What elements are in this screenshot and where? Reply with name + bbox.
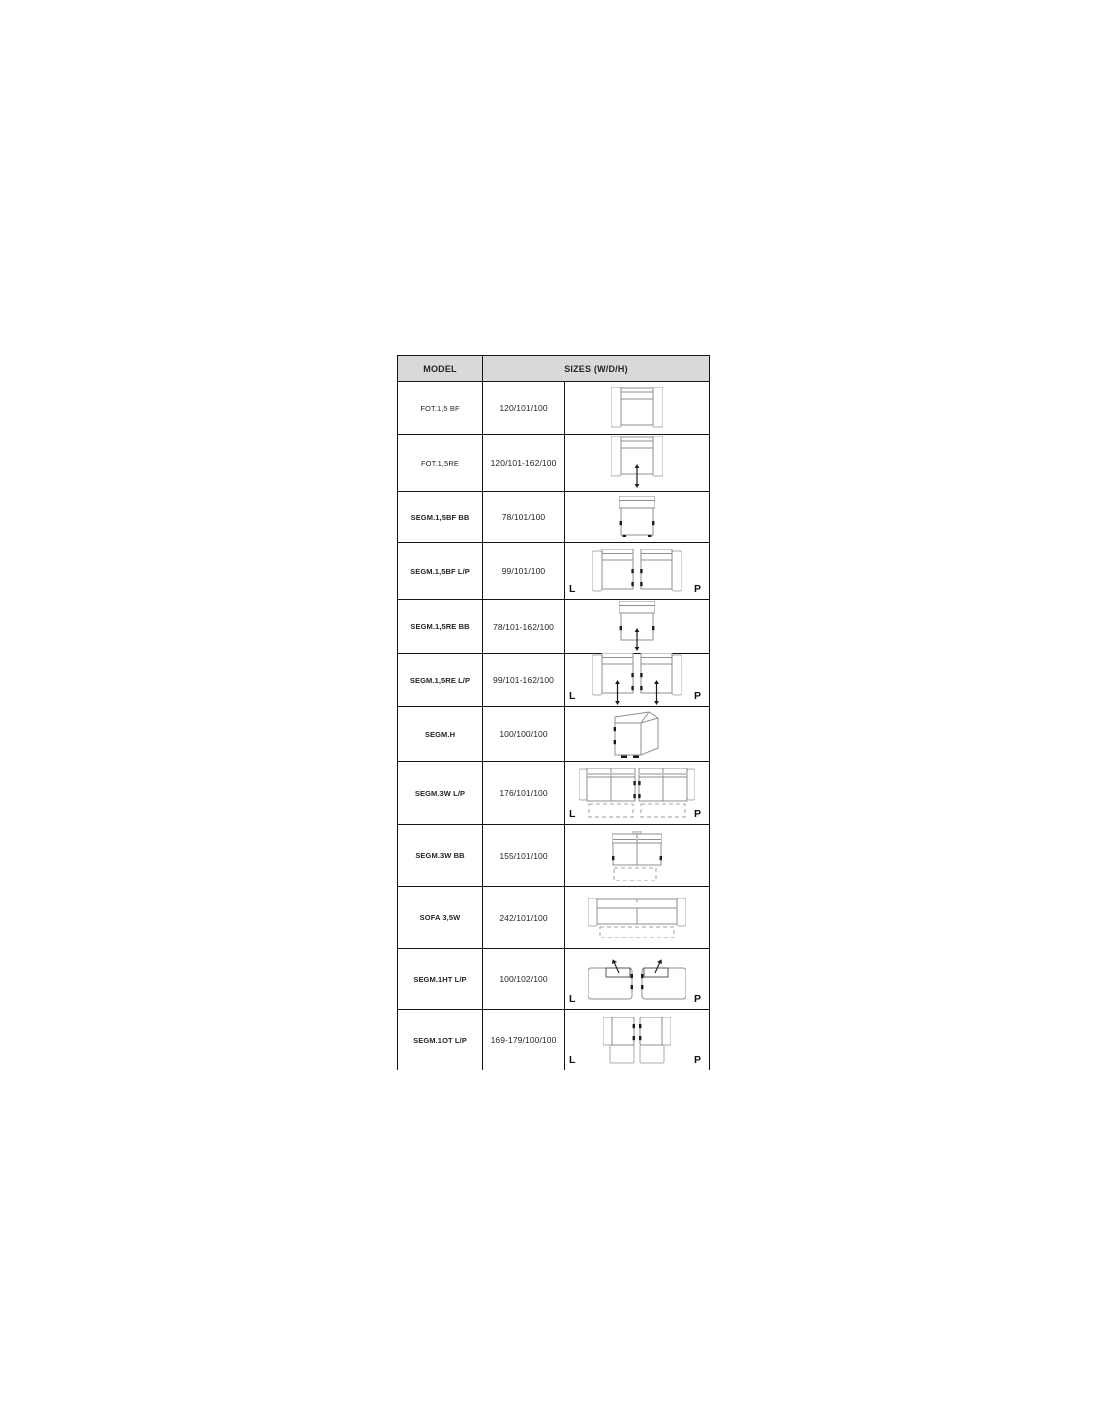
table-row: SEGM.1,5BF L/P 99/101/100 L P — [398, 543, 709, 600]
table-row: SEGM.1,5RE BB 78/101-162/100 — [398, 600, 709, 654]
model-cell: SEGM.1,5BF BB — [398, 492, 483, 542]
right-module-label: P — [693, 689, 701, 702]
right-module-label: P — [693, 1053, 701, 1066]
model-cell: SEGM.1,5RE L/P — [398, 654, 483, 706]
table-row: SEGM.3W L/P 176/101/100 L P — [398, 762, 709, 825]
sofa-sleeper-top-view-icon — [588, 897, 686, 938]
size-cell: 120/101-162/100 — [483, 435, 565, 491]
model-cell: SEGM.1,5BF L/P — [398, 543, 483, 599]
left-module-label: L — [569, 992, 576, 1005]
table-body: FOT.1,5 BF 120/101/100 FOT.1,5RE 120/101-16… — [398, 382, 709, 1070]
wide-segment-pair-sleeper-top-view-icon — [579, 768, 695, 818]
table-row: SEGM.1,5BF BB 78/101/100 — [398, 492, 709, 543]
left-module-label: L — [569, 582, 576, 595]
segment-pair-with-arms-top-view-icon — [592, 549, 682, 592]
model-column-header: MODEL — [398, 356, 483, 381]
headrest-segment-pair-top-view-icon — [588, 959, 686, 1000]
diagram-cell — [565, 382, 709, 434]
size-cell: 78/101-162/100 — [483, 600, 565, 653]
size-cell: 100/100/100 — [483, 707, 565, 761]
ottoman-segment-pair-top-view-icon — [603, 1016, 671, 1063]
diagram-cell — [565, 707, 709, 761]
model-cell: SEGM.3W BB — [398, 825, 483, 886]
table-row: FOT.1,5 BF 120/101/100 — [398, 382, 709, 435]
wide-armless-segment-sleeper-top-view-icon — [612, 830, 662, 881]
size-cell: 169-179/100/100 — [483, 1010, 565, 1070]
model-cell: SEGM.1HT L/P — [398, 949, 483, 1009]
size-cell: 155/101/100 — [483, 825, 565, 886]
model-cell: SEGM.3W L/P — [398, 762, 483, 824]
segment-pair-recliner-top-view-icon — [592, 653, 682, 705]
model-cell: FOT.1,5RE — [398, 435, 483, 491]
diagram-cell — [565, 600, 709, 653]
armchair-top-view-icon — [611, 387, 663, 428]
table-row: SEGM.H 100/100/100 — [398, 707, 709, 762]
sizes-column-header: SIZES (W/D/H) — [564, 363, 628, 374]
table-row: SEGM.1OT L/P 169-179/100/100 L P — [398, 1010, 709, 1070]
size-cell: 78/101/100 — [483, 492, 565, 542]
armless-segment-recliner-top-view-icon — [619, 600, 655, 651]
corner-segment-3d-view-icon — [613, 710, 659, 758]
left-module-label: L — [569, 807, 576, 820]
armless-segment-top-view-icon — [619, 496, 655, 537]
table-header-row: MODEL SIZES (W/D/H) — [398, 356, 709, 382]
model-cell: FOT.1,5 BF — [398, 382, 483, 434]
right-module-label: P — [693, 992, 701, 1005]
table-row: SEGM.3W BB 155/101/100 — [398, 825, 709, 887]
model-cell: SOFA 3,5W — [398, 887, 483, 948]
model-cell: SEGM.1OT L/P — [398, 1010, 483, 1070]
diagram-cell — [565, 435, 709, 491]
table-row: SOFA 3,5W 242/101/100 — [398, 887, 709, 949]
right-module-label: P — [693, 807, 701, 820]
diagram-cell — [565, 825, 709, 886]
diagram-cell — [565, 492, 709, 542]
table-row: FOT.1,5RE 120/101-162/100 — [398, 435, 709, 492]
right-module-label: P — [693, 582, 701, 595]
table-row: SEGM.1HT L/P 100/102/100 L P — [398, 949, 709, 1010]
armchair-recliner-top-view-icon — [611, 436, 663, 488]
size-cell: 176/101/100 — [483, 762, 565, 824]
size-cell: 100/102/100 — [483, 949, 565, 1009]
left-module-label: L — [569, 689, 576, 702]
diagram-cell — [565, 887, 709, 948]
model-cell: SEGM.1,5RE BB — [398, 600, 483, 653]
left-module-label: L — [569, 1053, 576, 1066]
table-row: SEGM.1,5RE L/P 99/101-162/100 L P — [398, 653, 709, 707]
size-cell: 120/101/100 — [483, 382, 565, 434]
furniture-spec-table: MODEL SIZES (W/D/H) FOT.1,5 BF 120/101/10… — [397, 355, 710, 1070]
size-cell: 242/101/100 — [483, 887, 565, 948]
model-cell: SEGM.H — [398, 707, 483, 761]
size-cell: 99/101-162/100 — [483, 654, 565, 706]
size-cell: 99/101/100 — [483, 543, 565, 599]
